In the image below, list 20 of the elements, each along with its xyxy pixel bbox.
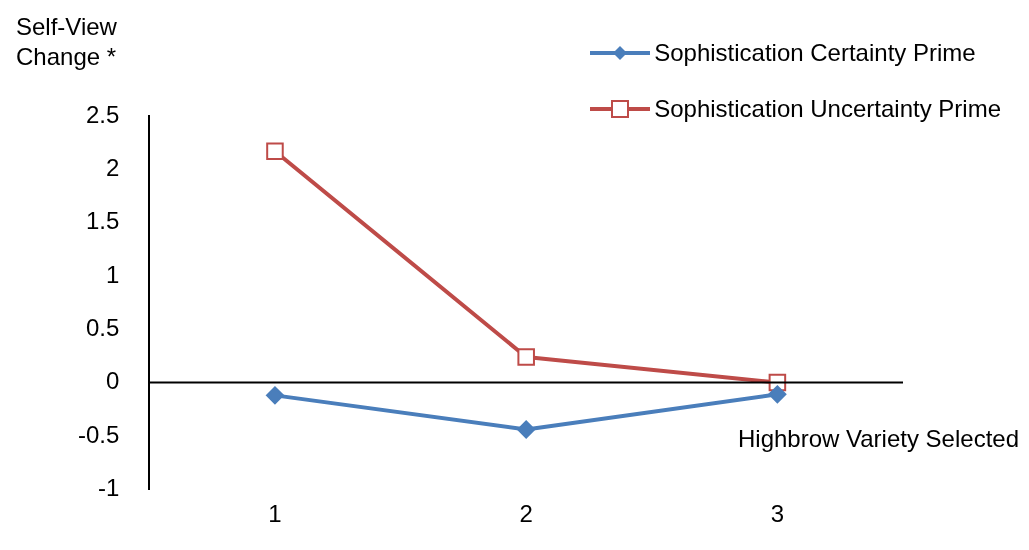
point [517,348,535,366]
y-tick-label: 0 [106,367,120,395]
y-axis-title: Self-View Change * [16,12,118,70]
y-tick-label: -0.5 [78,420,120,448]
y-tick-label: 2.5 [85,100,120,128]
legend-label: Sophistication Certainty Prime [654,39,976,67]
y-tick-label: 1 [106,260,120,288]
y-tick-label: 1.5 [85,207,120,235]
y-tick-label: -1 [98,473,120,501]
y-tick-label: 2 [106,153,120,181]
point [265,386,284,405]
x-axis-title: Highbrow Variety Selected [737,424,1019,452]
point [768,385,787,404]
point [517,420,536,439]
x-tick-label: 3 [770,500,785,528]
legend-label: Sophistication Uncertainty Prime [654,95,1001,123]
point [266,142,284,160]
y-tick-label: 0.5 [85,313,120,341]
x-tick-label: 1 [268,500,282,528]
x-tick-label: 2 [519,500,533,528]
